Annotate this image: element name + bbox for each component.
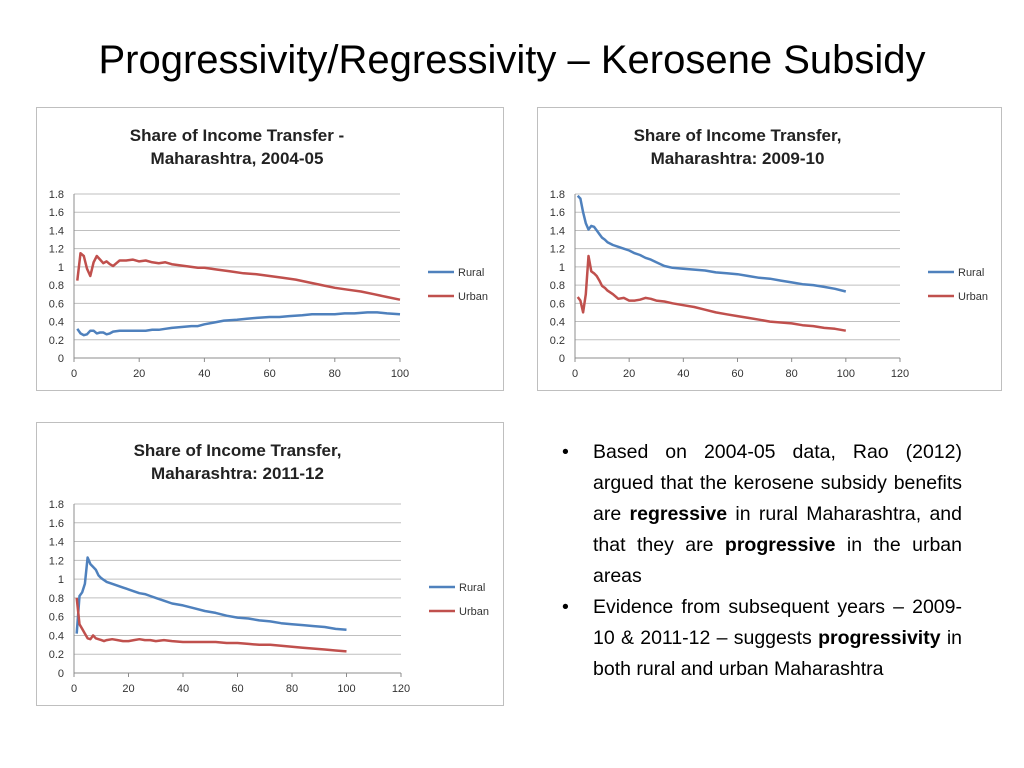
chart-title: Maharashtra: 2009-10	[651, 149, 825, 168]
x-tick-label: 60	[731, 368, 743, 380]
chart-maharashtra-2011-12: Share of Income Transfer, Maharashtra: 20…	[36, 422, 504, 706]
bullet-item: • Evidence from subsequent years – 2009-…	[562, 592, 962, 685]
x-tick-label: 100	[337, 683, 355, 695]
chart-title: Share of Income Transfer,	[634, 126, 842, 145]
series-line-rural	[75, 556, 347, 634]
y-tick-label: 1	[58, 262, 64, 274]
bullet-item: • Based on 2004-05 data, Rao (2012) argu…	[562, 437, 962, 592]
legend-label: Urban	[458, 291, 488, 303]
legend-label: Urban	[459, 606, 489, 618]
chart-title: Maharashtra, 2004-05	[151, 149, 324, 168]
y-tick-label: 1	[559, 262, 565, 274]
bullet-list: • Based on 2004-05 data, Rao (2012) argu…	[562, 437, 962, 685]
chart-title: Share of Income Transfer -	[130, 126, 344, 145]
y-tick-label: 1.2	[49, 244, 64, 256]
y-tick-label: 1.2	[49, 555, 64, 567]
series-line-rural	[76, 311, 401, 337]
y-tick-label: 0	[58, 668, 64, 680]
x-tick-label: 120	[392, 683, 410, 695]
series-line-urban	[76, 251, 401, 301]
chart-maharashtra-2009-10: Share of Income Transfer, Maharashtra: 20…	[537, 107, 1002, 391]
bullet-text: Based on 2004-05 data, Rao (2012) argued…	[593, 441, 962, 587]
y-tick-label: 1.4	[49, 225, 64, 237]
chart-title: Share of Income Transfer,	[134, 441, 342, 460]
y-tick-label: 1.4	[550, 225, 565, 237]
chart-maharashtra-2004-05: Share of Income Transfer - Maharashtra, 2…	[36, 107, 504, 391]
legend-label: Rural	[458, 267, 484, 279]
x-tick-label: 20	[133, 368, 145, 380]
x-tick-label: 80	[329, 368, 341, 380]
y-tick-label: 0.8	[550, 280, 565, 292]
y-tick-label: 0.6	[49, 612, 64, 624]
y-tick-label: 1.2	[550, 244, 565, 256]
y-tick-label: 1.6	[550, 207, 565, 219]
y-tick-label: 0	[58, 353, 64, 365]
x-tick-label: 60	[263, 368, 275, 380]
chart-svg: Share of Income Transfer, Maharashtra: 20…	[550, 126, 988, 380]
x-tick-label: 80	[286, 683, 298, 695]
bullet-icon: •	[562, 596, 569, 618]
y-tick-label: 0	[559, 353, 565, 365]
y-tick-label: 0.4	[49, 317, 64, 329]
bullet-icon: •	[562, 441, 569, 463]
x-tick-label: 80	[786, 368, 798, 380]
y-tick-label: 0.2	[49, 649, 64, 661]
x-tick-label: 0	[71, 368, 77, 380]
chart-svg: Share of Income Transfer, Maharashtra: 20…	[49, 441, 489, 695]
x-tick-label: 40	[177, 683, 189, 695]
y-tick-label: 1.8	[550, 189, 565, 201]
y-tick-label: 1.8	[49, 499, 64, 511]
x-tick-label: 60	[231, 683, 243, 695]
legend-label: Rural	[958, 267, 984, 279]
y-tick-label: 0.6	[550, 298, 565, 310]
bullet-text: Evidence from subsequent years – 2009-10…	[593, 596, 962, 680]
y-tick-label: 0.6	[49, 298, 64, 310]
x-tick-label: 0	[572, 368, 578, 380]
y-tick-label: 1.4	[49, 537, 64, 549]
x-tick-label: 120	[891, 368, 909, 380]
y-tick-label: 1.8	[49, 189, 64, 201]
y-tick-label: 0.2	[550, 335, 565, 347]
x-tick-label: 20	[623, 368, 635, 380]
x-tick-label: 0	[71, 683, 77, 695]
chart-svg: Share of Income Transfer - Maharashtra, 2…	[49, 126, 488, 380]
series-line-urban	[576, 254, 847, 332]
y-tick-label: 1.6	[49, 518, 64, 530]
y-tick-label: 1.6	[49, 207, 64, 219]
x-tick-label: 100	[837, 368, 855, 380]
legend-label: Urban	[958, 291, 988, 303]
x-tick-label: 40	[198, 368, 210, 380]
y-tick-label: 0.2	[49, 335, 64, 347]
x-tick-label: 100	[391, 368, 409, 380]
y-tick-label: 0.8	[49, 280, 64, 292]
series-line-urban	[75, 597, 347, 653]
slide-title: Progressivity/Regressivity – Kerosene Su…	[98, 38, 926, 82]
x-tick-label: 20	[122, 683, 134, 695]
y-tick-label: 1	[58, 574, 64, 586]
y-tick-label: 0.8	[49, 593, 64, 605]
y-tick-label: 0.4	[550, 317, 565, 329]
x-tick-label: 40	[677, 368, 689, 380]
y-tick-label: 0.4	[49, 630, 64, 642]
series-line-rural	[576, 194, 847, 293]
chart-title: Maharashtra: 2011-12	[151, 464, 324, 483]
legend-label: Rural	[459, 582, 485, 594]
